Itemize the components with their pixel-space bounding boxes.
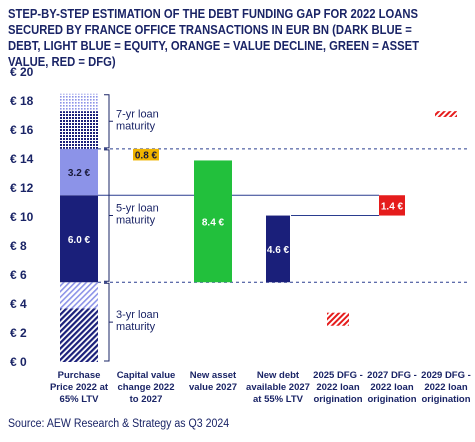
bar-debt (266, 215, 290, 283)
x-tick-label: New debt available 2027 at 55% LTV (246, 370, 310, 405)
y-tick-label: € 14 (10, 152, 34, 166)
bar-dfg (379, 195, 405, 216)
x-tick-label: 2029 DFG -2022 loan origination (421, 370, 471, 405)
bar-equity-3-yr (60, 282, 98, 309)
data-label: 6.0 € (68, 235, 91, 246)
bracket-label: 3-yr loan (116, 309, 159, 321)
y-tick-label: € 8 (10, 239, 27, 253)
bracket-line (104, 94, 113, 149)
y-tick-label: € 18 (10, 94, 34, 108)
y-tick-label: € 2 (10, 326, 27, 340)
bars (60, 93, 457, 362)
x-tick-label: Capital value change 2022 to 2027 (117, 370, 176, 405)
x-tick-label: Purchase Price 2022 at 65% LTV (50, 370, 109, 405)
bracket-line (104, 149, 113, 282)
y-tick-label: € 20 (10, 65, 34, 79)
y-tick-label: € 6 (10, 268, 27, 282)
bracket-label: maturity (116, 215, 156, 227)
data-labels: 6.0 € 3.2 € 0.8 € 8.4 € 4.6 € 1.4 € (68, 151, 404, 256)
data-label: 4.6 € (267, 245, 290, 256)
y-axis: € 0 € 2 € 4 € 6 € 8 € 10 € 12 € 14 € 16 € 18 € 20 (10, 65, 34, 369)
bar-debt-5-yr (60, 195, 98, 283)
bracket-label: 7-yr loan (116, 108, 159, 120)
source-note: Source: AEW Research & Strategy as Q3 20… (8, 418, 230, 430)
x-tick-label: 2025 DFG -2022 loan origination (313, 370, 363, 405)
bar-dfg (327, 312, 349, 326)
data-label: 8.4 € (202, 217, 225, 228)
data-label: 3.2 € (68, 168, 91, 179)
bracket-label: 5-yr loan (116, 203, 159, 215)
bracket-label: maturity (116, 120, 156, 132)
y-tick-label: € 16 (10, 123, 34, 137)
reference-lines (98, 148, 468, 283)
data-label: 1.4 € (381, 201, 404, 212)
bar-equity-7-yr (60, 93, 98, 112)
x-tick-label: New asset value 2027 (189, 370, 237, 393)
bar-dfg (435, 111, 457, 117)
bracket-line (104, 282, 113, 362)
y-tick-label: € 12 (10, 181, 34, 195)
chart-title: STEP-BY-STEP ESTIMATION OF THE DEBT FUND… (8, 7, 420, 69)
y-tick-label: € 4 (10, 297, 27, 311)
bar-equity-5-yr (60, 148, 98, 196)
x-tick-label: 2027 DFG -2022 loan origination (367, 370, 417, 405)
bar-debt-3-yr (60, 308, 98, 362)
y-tick-label: € 0 (10, 355, 27, 369)
bar-debt-7-yr (60, 111, 98, 149)
y-tick-label: € 10 (10, 210, 34, 224)
bracket-label: maturity (116, 321, 156, 333)
bar-value_decline (133, 148, 159, 161)
bar-asset_value (194, 160, 232, 283)
data-label: 0.8 € (135, 151, 158, 162)
